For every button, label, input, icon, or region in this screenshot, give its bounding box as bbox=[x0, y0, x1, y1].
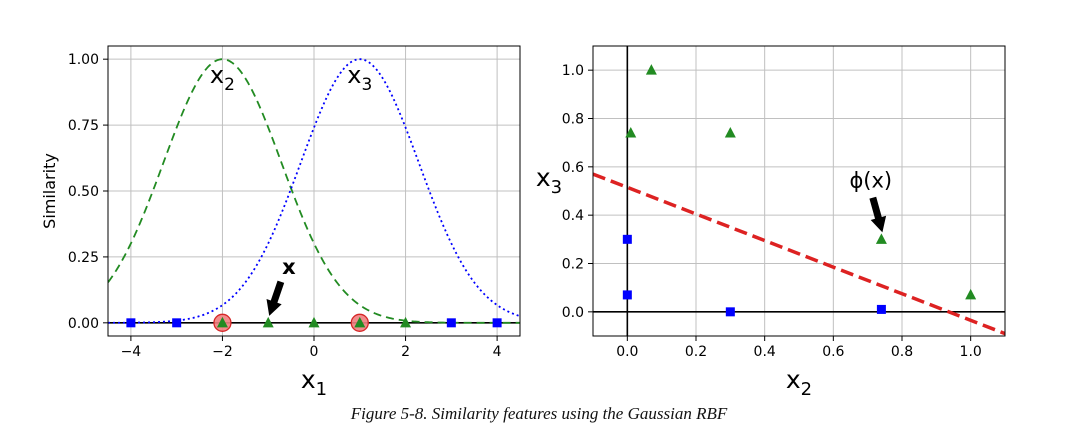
y-tick-label: 0.50 bbox=[68, 184, 99, 200]
y-tick-label: 1.00 bbox=[68, 52, 99, 68]
right-feature-space-plot: 0.0 0.2 0.4 0.6 0.8 1.0 0.0 0.2 0.4 0.6 0.8 1.0 ϕ(x)… bbox=[536, 45, 1006, 400]
green-triangle-point bbox=[724, 127, 736, 138]
green-triangle-point bbox=[354, 316, 366, 328]
plot-content bbox=[593, 46, 1005, 336]
plot-area bbox=[593, 46, 1005, 336]
x-tick-label: 1.0 bbox=[960, 344, 982, 360]
y-tick-label: 0.8 bbox=[562, 112, 584, 128]
annotation-label: x bbox=[282, 255, 296, 279]
x-tick-label: 0 bbox=[310, 344, 319, 360]
blue-square-point bbox=[492, 318, 502, 328]
blue-square-point bbox=[172, 318, 182, 328]
annotation-arrow bbox=[869, 196, 887, 233]
plot-content bbox=[108, 58, 520, 332]
y-tick-label: 1.0 bbox=[562, 63, 584, 79]
green-triangle-point bbox=[875, 233, 887, 244]
figure-caption: Figure 5-8. Similarity features using th… bbox=[350, 404, 728, 423]
y-tick-label: 0.0 bbox=[562, 305, 584, 321]
y-tick-label: 0.75 bbox=[68, 118, 99, 134]
x-tick-label: 0.6 bbox=[822, 344, 844, 360]
y-tick-label: 0.25 bbox=[68, 250, 99, 266]
green-triangle-point bbox=[645, 64, 657, 75]
green-triangle-point bbox=[308, 316, 320, 328]
series-label-x3: x3 bbox=[347, 61, 372, 95]
blue-square-point bbox=[126, 318, 136, 328]
annotation-label: ϕ(x) bbox=[849, 169, 892, 193]
x-tick-label: 0.4 bbox=[754, 344, 776, 360]
decision-boundary-line bbox=[593, 172, 1005, 336]
blue-square-point bbox=[876, 304, 886, 314]
y-tick-label: 0.6 bbox=[562, 160, 584, 176]
y-tick-label: 0.2 bbox=[562, 257, 584, 273]
x-axis-label: x1 bbox=[301, 365, 327, 400]
green-triangle-point bbox=[400, 316, 412, 328]
x-tick-label: 0.8 bbox=[891, 344, 913, 360]
x-tick-label: 0.0 bbox=[616, 344, 638, 360]
plot-frame bbox=[107, 45, 521, 337]
blue-square-point bbox=[446, 318, 456, 328]
x-tick-label: 0.2 bbox=[685, 344, 707, 360]
y-tick-label: 0.00 bbox=[68, 316, 99, 332]
annotation-arrow bbox=[266, 280, 285, 316]
green-triangle-point bbox=[625, 127, 637, 138]
y-axis-label: x3 bbox=[536, 163, 562, 198]
green-triangle-point bbox=[216, 316, 228, 328]
x-axis-label: x2 bbox=[786, 365, 812, 400]
x-tick-label: 2 bbox=[401, 344, 410, 360]
green-triangle-point bbox=[965, 288, 977, 300]
y-axis-label: Similarity bbox=[40, 153, 59, 229]
left-similarity-plot: −4 −2 0 2 4 0.00 0.25 0.50 0.75 1.00 x2 x3 x x1 Simila… bbox=[40, 45, 521, 400]
blue-square-point bbox=[725, 307, 735, 317]
x-tick-label: 4 bbox=[493, 344, 502, 360]
x-tick-label: −4 bbox=[121, 344, 142, 360]
green-triangle-point bbox=[262, 316, 274, 328]
x-tick-label: −2 bbox=[212, 344, 233, 360]
blue-square-point bbox=[622, 290, 632, 300]
blue-square-point bbox=[622, 234, 632, 244]
y-tick-label: 0.4 bbox=[562, 208, 584, 224]
series-line-x3 bbox=[108, 58, 520, 324]
series-label-x2: x2 bbox=[210, 61, 235, 95]
plot-frame bbox=[592, 45, 1006, 337]
